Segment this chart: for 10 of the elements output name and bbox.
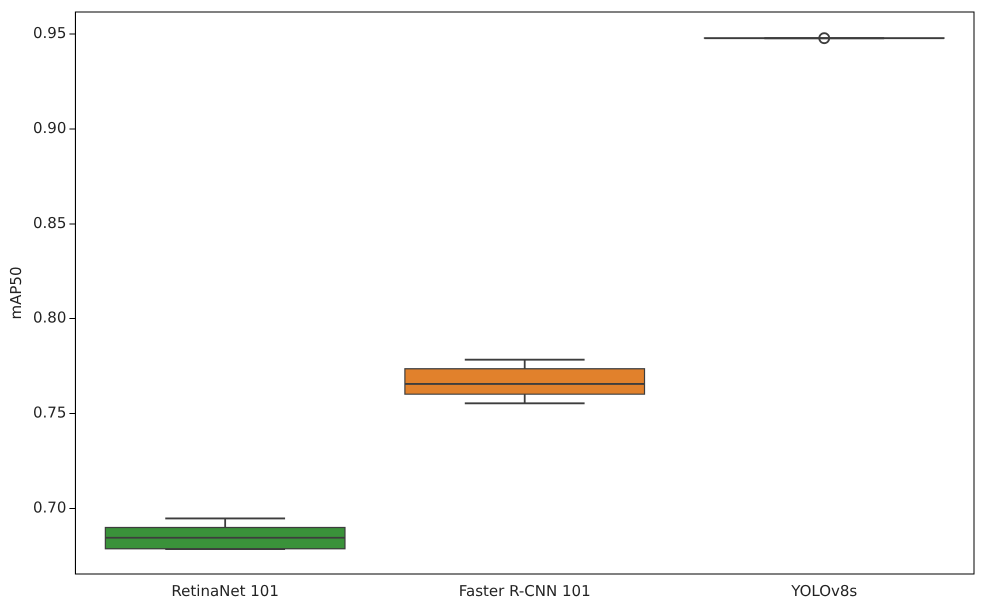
x-tick-label: YOLOv8s [790,582,858,600]
y-tick-label: 0.75 [32,403,66,422]
y-axis-title: mAP50 [6,266,25,320]
y-tick-label: 0.90 [32,118,66,137]
x-tick-label: Faster R-CNN 101 [458,582,591,600]
y-tick-label: 0.85 [32,214,66,232]
x-tick-label: RetinaNet 101 [171,582,279,600]
y-tick-label: 0.80 [32,308,66,327]
y-tick-label: 0.70 [32,498,66,516]
y-tick-label: 0.95 [32,24,66,42]
